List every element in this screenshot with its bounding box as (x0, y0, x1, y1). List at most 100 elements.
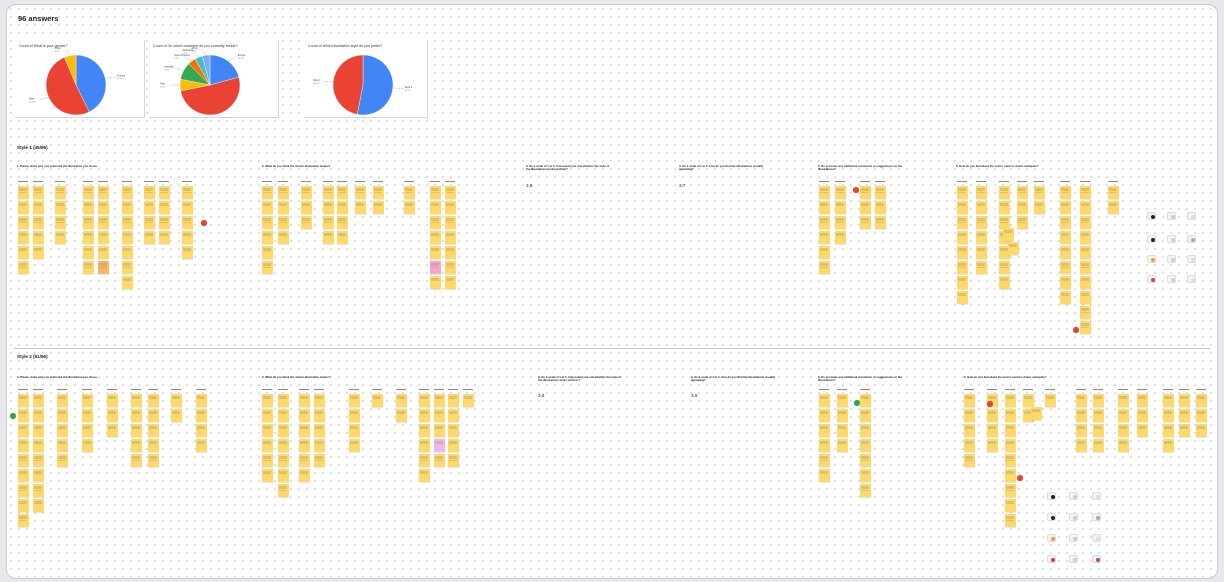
sticky-note[interactable] (1023, 394, 1034, 407)
sticky-note[interactable] (337, 201, 348, 214)
sticky-note[interactable] (1017, 186, 1028, 199)
whiteboard-canvas[interactable]: 96 answers Count of What is your gender?… (6, 4, 1218, 579)
sticky-note[interactable] (434, 439, 445, 452)
sticky-note[interactable] (33, 424, 44, 437)
sticky-note[interactable] (837, 409, 848, 422)
sticky-note[interactable] (196, 409, 207, 422)
sticky-note[interactable] (373, 201, 384, 214)
sticky-note[interactable] (430, 276, 441, 289)
illustration-thumbnail[interactable] (1069, 534, 1078, 542)
sticky-note[interactable] (98, 216, 109, 229)
sticky-note[interactable] (419, 424, 430, 437)
sticky-note[interactable] (349, 424, 360, 437)
sticky-note[interactable] (18, 201, 29, 214)
sticky-note[interactable] (434, 409, 445, 422)
sticky-note[interactable] (860, 424, 871, 437)
sticky-note[interactable] (1108, 186, 1119, 199)
sticky-note[interactable] (819, 246, 830, 259)
sticky-note[interactable] (999, 276, 1010, 289)
sticky-note[interactable] (262, 186, 273, 199)
sticky-note[interactable] (396, 409, 407, 422)
sticky-note[interactable] (1008, 242, 1019, 255)
sticky-note[interactable] (98, 261, 109, 274)
illustration-thumbnail[interactable] (1069, 513, 1078, 521)
sticky-note[interactable] (1076, 424, 1087, 437)
sticky-note[interactable] (987, 439, 998, 452)
sticky-note[interactable] (182, 216, 193, 229)
sticky-note[interactable] (323, 231, 334, 244)
sticky-note[interactable] (159, 231, 170, 244)
sticky-note[interactable] (860, 201, 871, 214)
sticky-note[interactable] (434, 394, 445, 407)
sticky-note[interactable] (82, 409, 93, 422)
illustration-thumbnail[interactable] (1187, 212, 1196, 220)
sticky-note[interactable] (314, 439, 325, 452)
sticky-note[interactable] (819, 424, 830, 437)
sticky-note[interactable] (262, 469, 273, 482)
sticky-note[interactable] (182, 201, 193, 214)
sticky-note[interactable] (278, 454, 289, 467)
sticky-note[interactable] (1060, 276, 1071, 289)
sticky-note[interactable] (18, 484, 29, 497)
sticky-note[interactable] (819, 201, 830, 214)
sticky-note[interactable] (1005, 484, 1016, 497)
sticky-note[interactable] (122, 216, 133, 229)
sticky-note[interactable] (1080, 246, 1091, 259)
sticky-note[interactable] (144, 231, 155, 244)
sticky-note[interactable] (1196, 424, 1207, 437)
sticky-note[interactable] (1045, 394, 1056, 407)
sticky-note[interactable] (1060, 216, 1071, 229)
sticky-note[interactable] (860, 186, 871, 199)
sticky-note[interactable] (18, 261, 29, 274)
sticky-note[interactable] (1080, 261, 1091, 274)
sticky-note[interactable] (122, 261, 133, 274)
sticky-note[interactable] (83, 261, 94, 274)
sticky-note[interactable] (57, 439, 68, 452)
sticky-note[interactable] (430, 246, 441, 259)
sticky-note[interactable] (262, 454, 273, 467)
sticky-note[interactable] (819, 231, 830, 244)
sticky-note[interactable] (98, 201, 109, 214)
sticky-note[interactable] (1080, 216, 1091, 229)
sticky-note[interactable] (1034, 201, 1045, 214)
sticky-note[interactable] (131, 439, 142, 452)
sticky-note[interactable] (144, 201, 155, 214)
sticky-note[interactable] (372, 394, 383, 407)
sticky-note[interactable] (1060, 231, 1071, 244)
sticky-note[interactable] (1118, 394, 1129, 407)
sticky-note[interactable] (434, 454, 445, 467)
sticky-note[interactable] (1017, 201, 1028, 214)
sticky-note[interactable] (18, 216, 29, 229)
sticky-note[interactable] (860, 484, 871, 497)
sticky-note[interactable] (835, 231, 846, 244)
sticky-note[interactable] (430, 261, 441, 274)
sticky-note[interactable] (131, 424, 142, 437)
sticky-note[interactable] (1005, 514, 1016, 527)
sticky-note[interactable] (1093, 424, 1104, 437)
sticky-note[interactable] (278, 231, 289, 244)
sticky-note[interactable] (875, 186, 886, 199)
sticky-note[interactable] (262, 216, 273, 229)
sticky-note[interactable] (148, 439, 159, 452)
sticky-note[interactable] (55, 231, 66, 244)
illustration-thumbnail[interactable] (1092, 513, 1101, 521)
sticky-note[interactable] (262, 409, 273, 422)
sticky-note[interactable] (463, 394, 474, 407)
sticky-note[interactable] (1060, 201, 1071, 214)
sticky-note[interactable] (1080, 201, 1091, 214)
sticky-note[interactable] (1163, 439, 1174, 452)
sticky-note[interactable] (278, 216, 289, 229)
sticky-note[interactable] (18, 424, 29, 437)
sticky-note[interactable] (33, 469, 44, 482)
sticky-note[interactable] (57, 424, 68, 437)
sticky-note[interactable] (278, 469, 289, 482)
sticky-note[interactable] (82, 424, 93, 437)
sticky-note[interactable] (1076, 394, 1087, 407)
illustration-thumbnail[interactable] (1047, 513, 1056, 521)
sticky-note[interactable] (262, 424, 273, 437)
sticky-note[interactable] (122, 231, 133, 244)
sticky-note[interactable] (1163, 394, 1174, 407)
sticky-note[interactable] (122, 276, 133, 289)
sticky-note[interactable] (819, 261, 830, 274)
sticky-note[interactable] (299, 454, 310, 467)
